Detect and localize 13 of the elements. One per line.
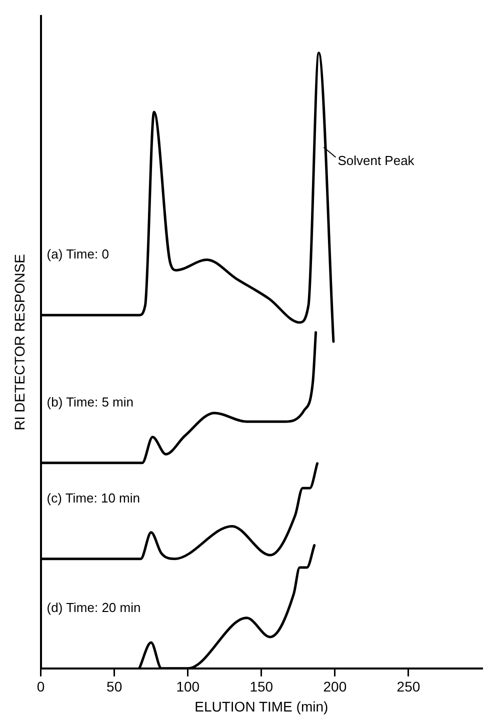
x-tick-label: 250 [396, 678, 420, 695]
annotation: Solvent Peak [338, 152, 415, 168]
text: (b) Time: 5 min [46, 394, 134, 410]
x-tick-label: 50 [106, 678, 122, 695]
text: (c) Time: 10 min [46, 490, 140, 506]
text: (a) Time: 0 [46, 246, 109, 262]
x-tick-label: 200 [323, 678, 347, 695]
y-axis-title: RI DETECTOR RESPONSE [11, 254, 28, 430]
text: (d) Time: 20 min [46, 600, 141, 615]
x-tick-label: 0 [36, 678, 45, 695]
x-axis-title: ELUTION TIME (min) [194, 698, 328, 714]
x-tick-label: 100 [176, 678, 200, 695]
x-tick-label: 150 [250, 678, 274, 695]
